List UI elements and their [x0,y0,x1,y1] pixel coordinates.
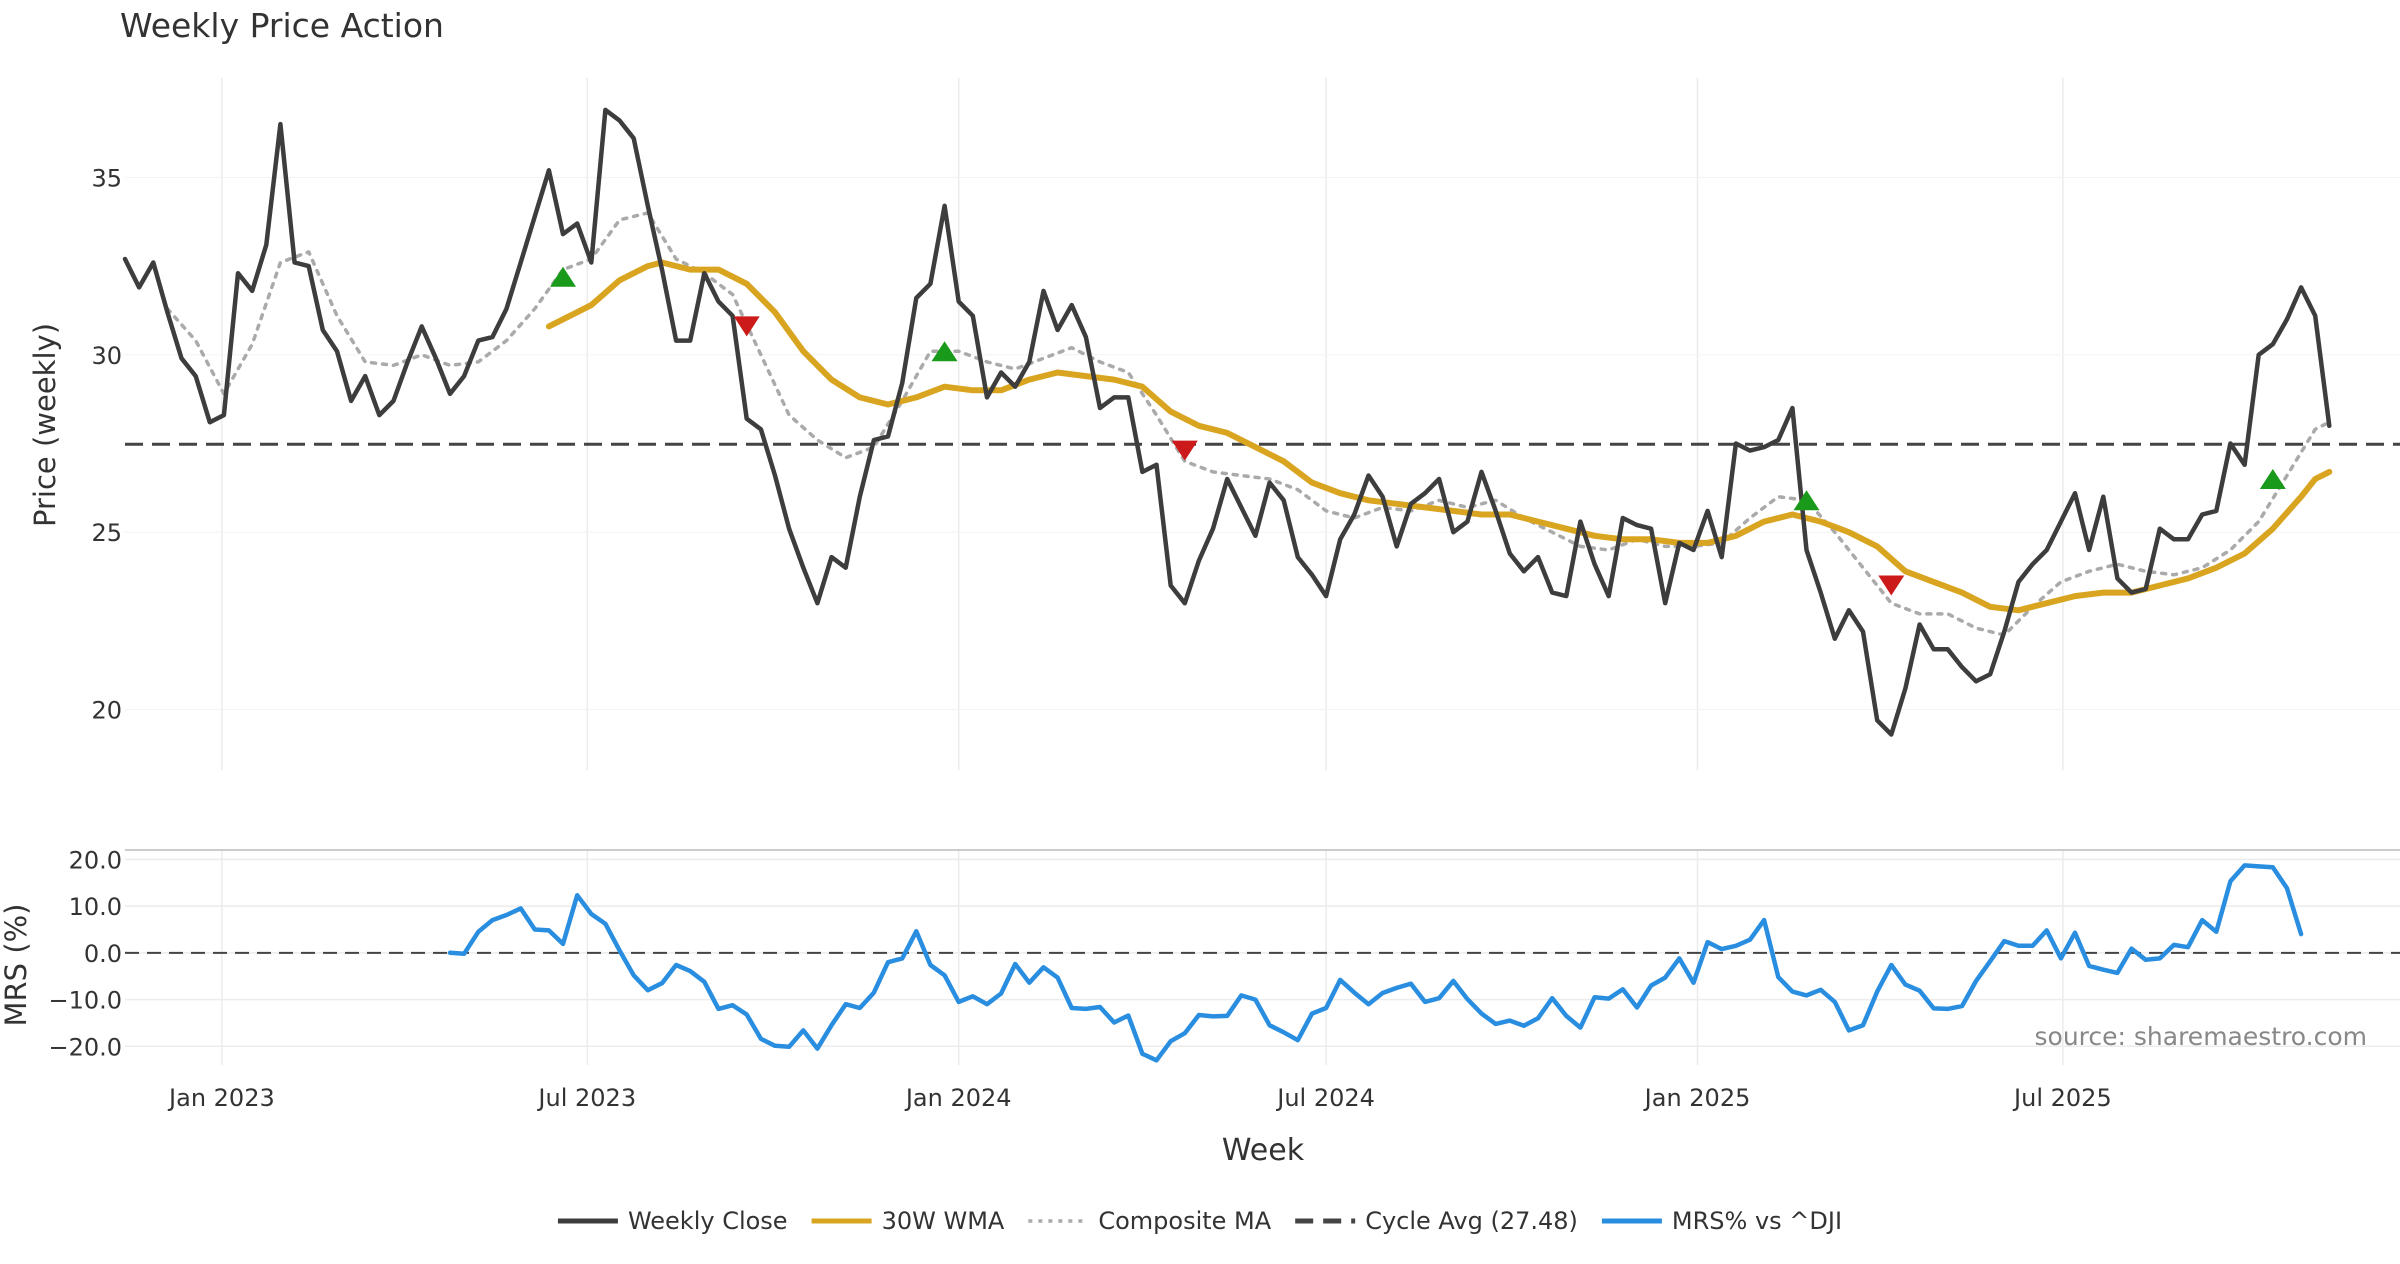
legend-label-weekly-close: Weekly Close [628,1207,788,1235]
x-ticks: Jan 2023 Jul 2023 Jan 2024 Jul 2024 Jan 2025… [167,1084,2112,1112]
reference-lines [125,442,2400,954]
price-y-tick-35: 35 [91,164,122,192]
x-tick-label-jan-2025: Jan 2025 [1643,1084,1751,1112]
x-tick-label-jan-2024: Jan 2024 [904,1084,1012,1112]
price-y-ticks: 20 25 30 35 [91,164,122,724]
sell-signal-marker-3 [1171,440,1198,461]
mrs-line [447,863,2304,1063]
price-y-tick-30: 30 [91,342,122,370]
buy-signal-marker-6 [2259,469,2286,490]
mrs-y-tick-0: 20.0 [69,846,122,874]
mrs-y-ticks: 20.0 10.0 0.0 −10.0 −20.0 [48,846,122,1061]
weekly-close-line [122,107,2332,737]
price-y-tick-20: 20 [91,697,122,725]
legend-label-mrs-vs-dji: MRS% vs ^DJI [1672,1207,1842,1235]
composite-ma-line [165,211,2332,637]
x-tick-label-jan-2023: Jan 2023 [167,1084,275,1112]
legend-item-weekly-close: Weekly Close [557,1207,788,1235]
sell-signal-marker-5 [1878,575,1905,596]
wma-30w-line [545,259,2333,614]
buy-signal-marker-0 [550,266,577,287]
mrs-y-tick-1: 10.0 [69,893,122,921]
legend-label-composite-ma: Composite MA [1098,1207,1271,1235]
legend-label-30w-wma: 30W WMA [882,1207,1005,1235]
legend-item-mrs-vs-dji: MRS% vs ^DJI [1601,1207,1842,1235]
mrs-y-tick-3: −10.0 [48,987,122,1015]
mrs-y-axis-label: MRS (%) [0,904,33,1027]
legend-item-composite-ma: Composite MA [1028,1207,1272,1235]
chart-title: Weekly Price Action [120,6,444,45]
mrs-y-tick-2: 0.0 [84,940,122,968]
price-y-axis-label: Price (weekly) [28,323,62,527]
legend-item-30w-wma: 30W WMA [811,1207,1005,1235]
legend-item-cycle-avg-27-48: Cycle Avg (27.48) [1295,1207,1578,1235]
source-annotation: source: sharemaestro.com [2035,1022,2368,1051]
price-grid [125,78,2400,770]
buy-signal-marker-2 [931,341,958,362]
sell-signal-marker-1 [733,316,760,337]
x-tick-label-jul-2023: Jul 2023 [536,1084,636,1112]
legend-label-cycle-avg-27-48: Cycle Avg (27.48) [1365,1207,1578,1235]
legend: Weekly Close 30W WMA Composite MA Cycle Avg… [557,1207,1842,1235]
mrs-y-tick-4: −20.0 [48,1033,122,1061]
x-axis-label: Week [1222,1133,1305,1168]
series-layer [122,107,2333,1063]
price-y-tick-25: 25 [91,519,122,547]
buy-signal-marker-4 [1793,490,1820,511]
x-tick-label-jul-2025: Jul 2025 [2012,1084,2112,1112]
signals-layer [550,266,2286,596]
x-tick-label-jul-2024: Jul 2024 [1275,1084,1375,1112]
